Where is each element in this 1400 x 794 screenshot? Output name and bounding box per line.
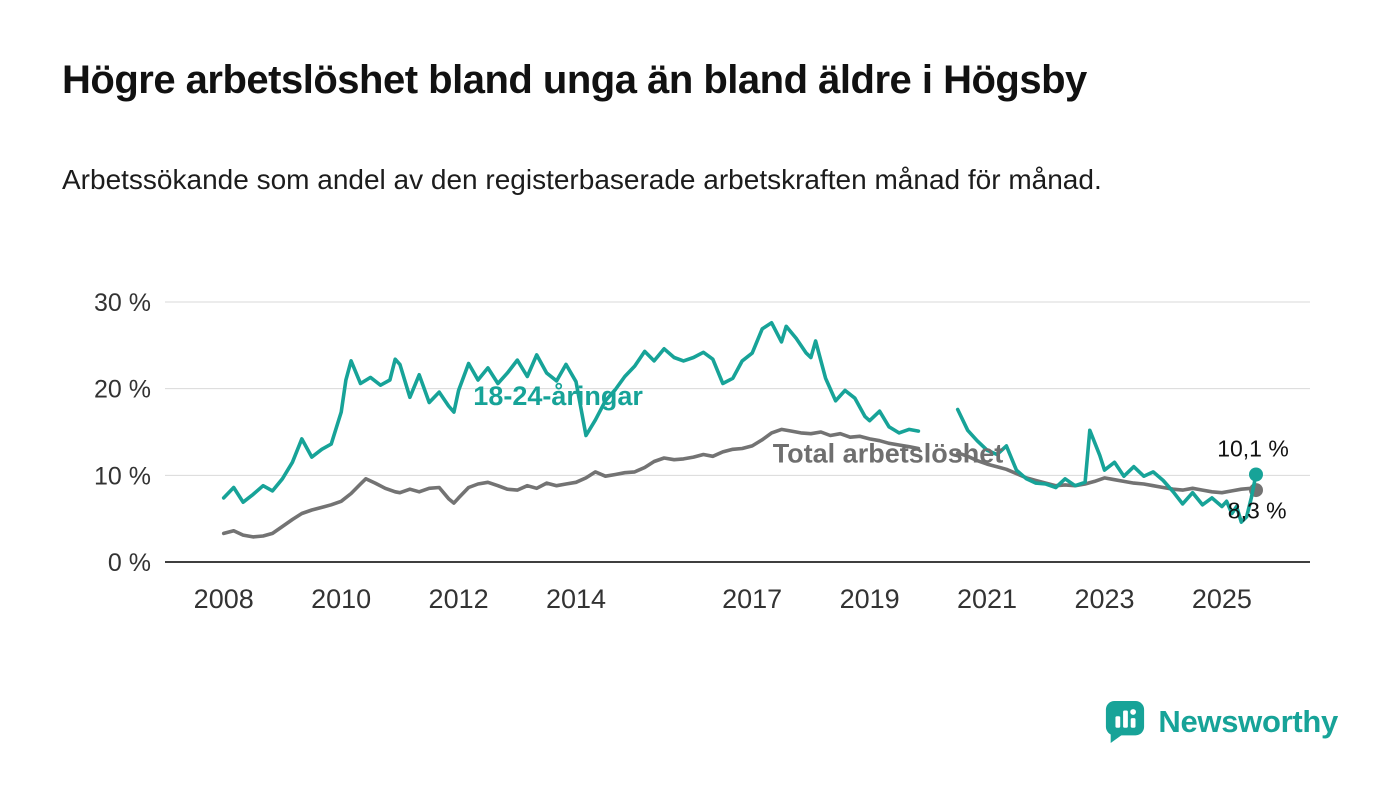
x-tick-label: 2017 bbox=[722, 584, 782, 614]
x-tick-label: 2010 bbox=[311, 584, 371, 614]
newsworthy-icon bbox=[1106, 700, 1145, 743]
x-tick-label: 2008 bbox=[194, 584, 254, 614]
series-label-youth: 18-24-åringar bbox=[473, 381, 643, 411]
y-tick-label: 10 % bbox=[94, 462, 151, 490]
x-tick-label: 2021 bbox=[957, 584, 1017, 614]
page-title: Högre arbetslöshet bland unga än bland ä… bbox=[62, 58, 1087, 102]
series-line-total bbox=[221, 427, 1258, 539]
series-endpoint-youth bbox=[1249, 467, 1263, 482]
x-tick-label: 2025 bbox=[1192, 584, 1252, 614]
value-label-youth: 10,1 % bbox=[1217, 435, 1289, 461]
y-tick-label: 30 % bbox=[94, 289, 151, 317]
page-subtitle: Arbetssökande som andel av den registerb… bbox=[62, 164, 1102, 195]
value-label-total: 8,3 % bbox=[1228, 498, 1287, 524]
y-tick-label: 0 % bbox=[108, 549, 151, 577]
x-tick-label: 2019 bbox=[840, 584, 900, 614]
series-label-total: Total arbetslöshet bbox=[773, 438, 1004, 468]
x-tick-label: 2014 bbox=[546, 584, 606, 614]
series-line-youth bbox=[221, 321, 1258, 524]
footer-logo: Newsworthy bbox=[1104, 699, 1338, 744]
x-tick-label: 2023 bbox=[1074, 584, 1134, 614]
x-tick-label: 2012 bbox=[429, 584, 489, 614]
y-tick-label: 20 % bbox=[94, 376, 151, 404]
newsworthy-wordmark: Newsworthy bbox=[1158, 703, 1338, 739]
